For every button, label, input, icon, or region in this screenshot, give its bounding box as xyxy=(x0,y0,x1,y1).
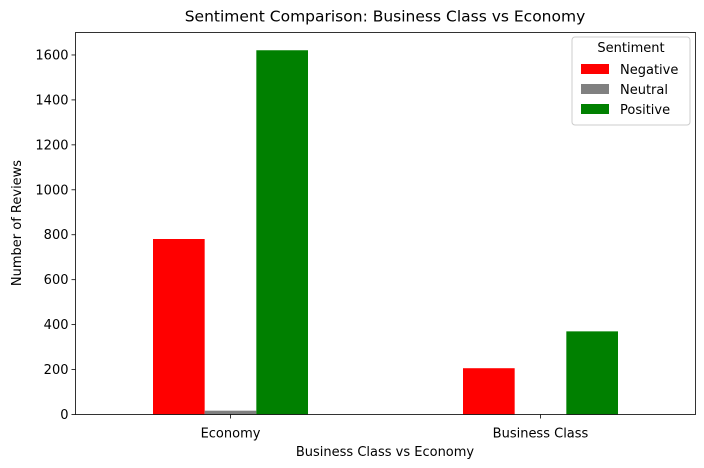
y-tick-label: 1000 xyxy=(35,183,68,198)
legend-box xyxy=(571,36,691,126)
legend-swatch-negative xyxy=(581,64,609,74)
plot-frame xyxy=(75,32,696,415)
x-axis: Economy Business Class xyxy=(201,414,589,442)
bar-positive-business-class xyxy=(566,331,618,415)
y-tick-label: 200 xyxy=(44,363,69,378)
legend-swatch-positive xyxy=(581,104,609,114)
y-axis-label: Number of Reviews xyxy=(10,160,25,286)
x-tick-label: Economy xyxy=(201,427,261,442)
legend: Sentiment Negative Neutral Positive xyxy=(571,36,691,126)
legend-label-neutral: Neutral xyxy=(620,83,668,98)
y-tick-label: 0 xyxy=(60,408,68,423)
y-tick-label: 1200 xyxy=(35,138,68,153)
legend-items: Negative Neutral Positive xyxy=(581,63,678,118)
y-tick-label: 600 xyxy=(44,273,69,288)
chart-title: Sentiment Comparison: Business Class vs … xyxy=(185,8,586,26)
bar-neutral-economy xyxy=(204,410,257,415)
y-tick-label: 1600 xyxy=(35,48,68,63)
legend-label-positive: Positive xyxy=(620,103,670,118)
x-tick-label: Business Class xyxy=(493,427,589,442)
y-axis: 0 200 400 600 800 1000 1200 1400 1600 xyxy=(35,48,76,423)
bars xyxy=(153,50,618,415)
legend-label-negative: Negative xyxy=(620,63,678,78)
x-axis-label: Business Class vs Economy xyxy=(296,445,475,460)
legend-swatch-neutral xyxy=(581,84,609,94)
y-tick-label: 1400 xyxy=(35,93,68,108)
y-tick-label: 400 xyxy=(44,318,69,333)
bar-negative-economy xyxy=(153,239,205,415)
bar-positive-economy xyxy=(256,50,308,415)
legend-title: Sentiment xyxy=(597,41,664,56)
bar-negative-business-class xyxy=(463,368,515,415)
y-tick-label: 800 xyxy=(44,228,69,243)
